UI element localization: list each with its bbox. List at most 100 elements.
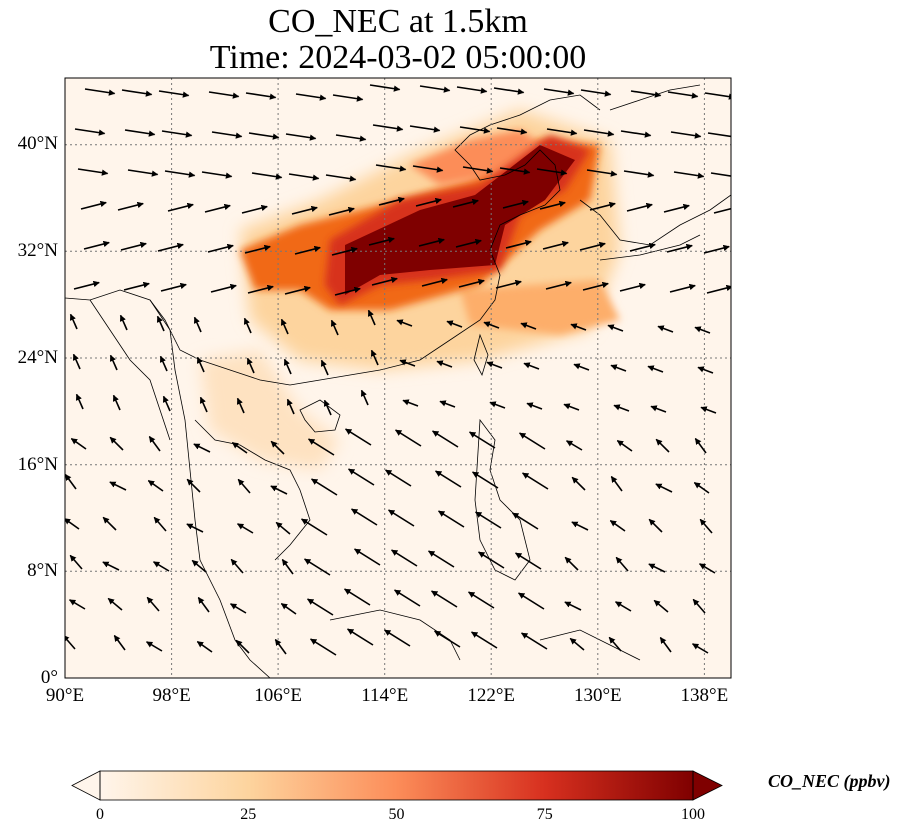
wind-arrow — [230, 558, 244, 574]
wind-arrow — [421, 277, 448, 287]
wind-arrow — [486, 361, 503, 369]
wind-arrow — [495, 279, 522, 289]
colorbar-tick-0: 0 — [96, 806, 104, 823]
wind-arrow — [186, 478, 201, 493]
wind-arrow — [231, 441, 248, 454]
co-plume-field — [200, 110, 620, 470]
wind-arrow — [694, 437, 707, 454]
wind-arrow — [186, 523, 204, 533]
wind-arrow — [428, 550, 455, 568]
wind-arrow — [706, 284, 731, 294]
wind-arrow — [245, 92, 277, 100]
wind-arrow — [499, 167, 531, 175]
wind-arrow — [307, 598, 334, 616]
lat-tick-40n: 40°N — [17, 133, 58, 154]
wind-arrow — [663, 203, 690, 213]
wind-arrow — [311, 478, 338, 496]
wind-arrow — [385, 469, 412, 487]
wind-arrow — [372, 124, 404, 132]
wind-arrow — [653, 599, 669, 613]
wind-arrow — [435, 470, 462, 488]
wind-arrow — [348, 468, 375, 486]
wind-arrow — [493, 87, 525, 95]
wind-arrow — [657, 325, 674, 333]
wind-arrow — [472, 471, 499, 489]
wind-arrow — [455, 238, 482, 248]
wind-arrow — [697, 366, 714, 374]
wind-arrow — [69, 554, 83, 570]
wind-arrow — [243, 317, 252, 334]
wind-arrow — [666, 243, 693, 253]
colorbar-extend-max — [692, 770, 723, 801]
wind-arrow — [462, 166, 494, 174]
wind-arrow — [402, 399, 419, 407]
wind-arrow — [704, 92, 731, 100]
wind-arrow — [330, 319, 339, 336]
wind-arrow — [446, 320, 463, 328]
wind-arrow — [109, 354, 118, 371]
wind-arrow — [107, 597, 123, 611]
wind-arrow — [241, 204, 268, 214]
wind-arrow — [512, 512, 539, 530]
wind-arrow — [396, 319, 413, 327]
wind-arrow — [251, 172, 283, 180]
wind-arrow — [74, 128, 106, 136]
wind-arrow — [371, 276, 398, 286]
wind-arrow — [210, 283, 237, 293]
wind-arrow — [294, 245, 321, 255]
wind-arrow — [452, 198, 479, 208]
wind-arrow — [700, 406, 717, 414]
wind-arrow — [415, 197, 442, 207]
wind-arrow — [698, 563, 716, 574]
wind-arrow — [145, 641, 163, 652]
wind-arrow — [244, 244, 271, 254]
wind-arrow — [237, 478, 251, 494]
plume-core — [345, 145, 575, 295]
wind-arrow — [280, 318, 289, 335]
wind-arrow — [80, 200, 107, 210]
wind-arrow — [456, 86, 488, 94]
wind-arrow — [571, 521, 589, 531]
wind-arrow — [70, 437, 87, 450]
wind-arrow — [613, 404, 630, 412]
wind-arrow — [211, 131, 243, 139]
wind-arrow — [563, 403, 580, 411]
wind-arrow — [367, 309, 376, 326]
wind-arrow — [438, 510, 465, 528]
wind-arrow — [193, 443, 211, 453]
wind-arrow — [434, 630, 461, 648]
wind-arrow — [694, 326, 711, 334]
wind-arrow — [65, 473, 77, 490]
wind-arrow — [526, 402, 543, 410]
wind-arrow — [323, 399, 332, 416]
wind-arrow — [439, 400, 456, 408]
wind-arrow — [286, 398, 295, 415]
wind-arrow — [167, 202, 194, 212]
wind-arrow — [196, 356, 205, 373]
lon-tick-106e: 106°E — [254, 685, 302, 706]
wind-arrow — [73, 280, 100, 290]
wind-arrow — [113, 634, 126, 651]
wind-arrow — [691, 643, 709, 654]
wind-arrow — [161, 130, 193, 138]
lon-tick-122e: 122°E — [467, 685, 516, 706]
wind-arrow — [207, 243, 234, 253]
wind-arrow — [419, 85, 451, 93]
wind-arrow — [156, 315, 165, 332]
wind-arrow — [280, 602, 297, 615]
wind-arrow — [623, 170, 655, 178]
wind-arrow — [378, 196, 405, 206]
colorbar-extend-min — [71, 770, 101, 801]
wind-arrow — [693, 481, 710, 494]
lat-tick-16n: 16°N — [17, 454, 58, 475]
wind-arrow — [69, 313, 78, 330]
wind-arrow — [586, 169, 618, 177]
lon-tick-90e: 90°E — [45, 685, 85, 706]
wind-arrow — [109, 436, 124, 451]
wind-arrow — [673, 171, 705, 179]
wind-arrow — [391, 549, 418, 567]
wind-arrow — [375, 164, 407, 172]
wind-arrow — [159, 355, 168, 372]
wind-arrow — [236, 523, 254, 534]
